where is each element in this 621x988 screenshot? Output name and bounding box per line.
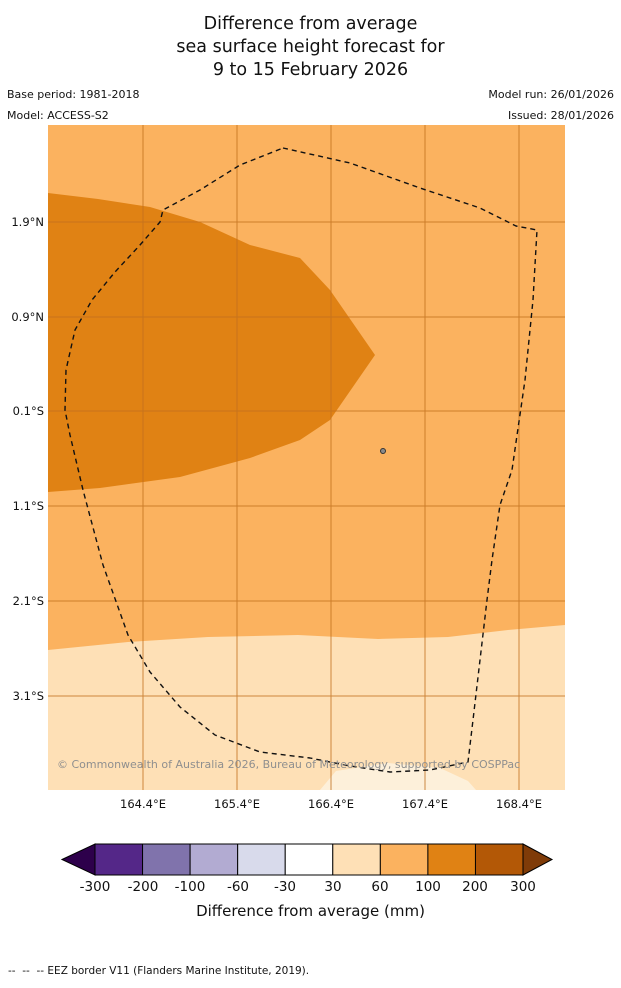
colorbar-segment [474, 843, 524, 876]
colorbar-tick-label: 100 [415, 879, 441, 895]
colorbar-segment [427, 843, 476, 876]
colorbar-title: Difference from average (mm) [196, 902, 425, 920]
island-marker [380, 448, 386, 454]
copyright-text: © Commonwealth of Australia 2026, Bureau… [57, 758, 521, 771]
model-text: Model: ACCESS-S2 [7, 109, 109, 122]
meta-left: Base period: 1981-2018 Model: ACCESS-S2 [7, 84, 139, 126]
y-tick-label: 1.9°N [11, 215, 44, 229]
colorbar-segment [332, 843, 381, 876]
chart-title: Difference from average sea surface heig… [0, 13, 621, 82]
y-tick-label: 0.1°S [12, 404, 44, 418]
colorbar-segment [189, 843, 239, 876]
colorbar-tick-label: -30 [273, 879, 297, 895]
x-tick-label: 165.4°E [214, 797, 260, 811]
y-tick-label: 1.1°S [12, 499, 44, 513]
colorbar-segment [379, 843, 429, 876]
colorbar-tick-label: 300 [510, 879, 536, 895]
title-line-3: 9 to 15 February 2026 [212, 60, 409, 80]
x-tick-label: 168.4°E [496, 797, 542, 811]
x-tick-label: 164.4°E [120, 797, 166, 811]
y-tick-label: 0.9°N [11, 310, 44, 324]
colorbar-segment [237, 843, 286, 876]
eez-border-line [64, 147, 538, 773]
field-100-200mm [48, 193, 375, 492]
title-line-1: Difference from average [203, 14, 418, 34]
colorbar-tick-label: 30 [324, 879, 342, 895]
contour-map-svg [48, 125, 565, 790]
colorbar-tick-label: 200 [462, 879, 488, 895]
map-panel: © Commonwealth of Australia 2026, Bureau… [48, 125, 565, 790]
y-tick-label: 3.1°S [12, 689, 44, 703]
field-30-60mm [48, 625, 565, 790]
colorbar-tick-label: -300 [79, 879, 111, 895]
y-tick-label: 2.1°S [12, 594, 44, 608]
issued-text: Issued: 28/01/2026 [507, 109, 614, 122]
meta-right: Model run: 26/01/2026 Issued: 28/01/2026 [488, 84, 614, 126]
colorbar-tick-label: -200 [127, 879, 159, 895]
colorbar-segment [284, 843, 334, 876]
grid-lines [48, 125, 565, 790]
colorbar-left-arrow [60, 843, 96, 876]
model-run-text: Model run: 26/01/2026 [488, 88, 614, 101]
eez-border-note: -- -- -- EEZ border V11 (Flanders Marine… [8, 965, 310, 977]
colorbar-segment [94, 843, 144, 876]
colorbar [60, 843, 554, 876]
colorbar-right-arrow [522, 843, 554, 876]
colorbar-tick-label: 60 [371, 879, 389, 895]
colorbar-tick-label: -60 [226, 879, 250, 895]
x-tick-label: 166.4°E [308, 797, 354, 811]
field-low-patch [320, 763, 476, 790]
x-tick-label: 167.4°E [402, 797, 448, 811]
title-line-2: sea surface height forecast for [176, 37, 445, 57]
colorbar-tick-label: -100 [174, 879, 206, 895]
colorbar-segment [142, 843, 191, 876]
base-period-text: Base period: 1981-2018 [7, 88, 140, 101]
